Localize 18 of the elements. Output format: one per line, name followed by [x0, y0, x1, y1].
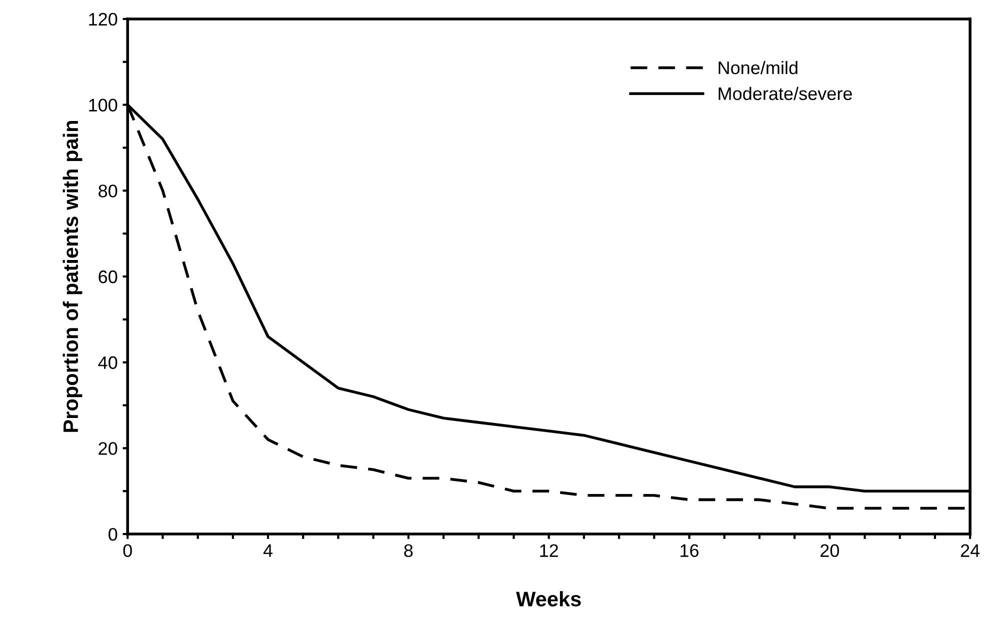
x-tick-label: 20	[820, 544, 840, 558]
y-tick-label: 20	[98, 442, 118, 455]
y-tick-label: 120	[89, 12, 118, 26]
y-tick-label: 100	[89, 98, 118, 112]
x-tick-label: 24	[960, 544, 980, 557]
x-tick-label: 0	[123, 544, 132, 558]
x-tick-label: 12	[540, 544, 558, 557]
y-tick-label: 40	[98, 356, 118, 370]
y-tick-label: 60	[98, 270, 118, 284]
y-tick-label: 80	[98, 184, 118, 198]
legend-label: None/mild	[718, 60, 798, 74]
x-tick-label: 8	[404, 544, 413, 558]
y-axis-title: Proportion of patients with pain	[62, 120, 82, 432]
y-tick-label: 0	[108, 528, 118, 541]
x-tick-label: 4	[263, 544, 273, 557]
x-tick-label: 16	[680, 544, 699, 558]
x-axis-title: Weeks	[516, 591, 581, 606]
legend-label: Moderate/severe	[718, 86, 852, 100]
